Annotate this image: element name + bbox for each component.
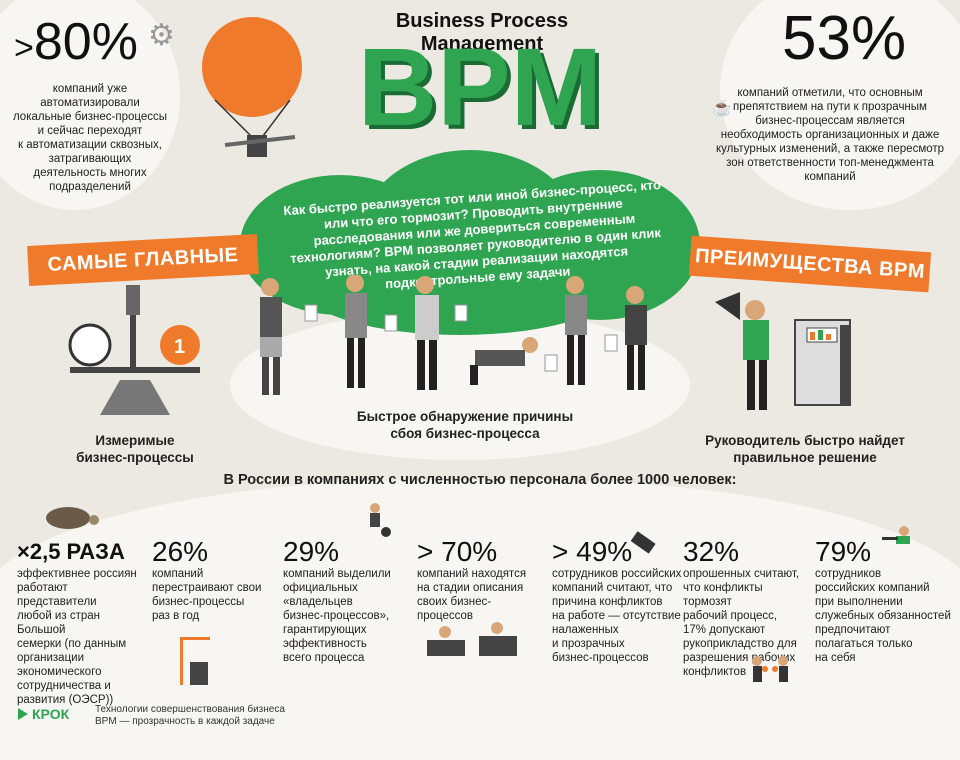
boxers-icon (752, 656, 788, 682)
stat-card-6: 32% опрошенных считают, что конфликты тор… (683, 537, 813, 679)
bottom-cloud (0, 480, 960, 760)
header-title: BPM (357, 26, 603, 149)
stat-text: опрошенных считают, что конфликты тормозя… (683, 568, 800, 678)
stat-card-5: > 49% сотрудников российских компаний счи… (552, 537, 682, 665)
footer-logo: КРОК (18, 706, 69, 722)
croc-logo-icon (18, 708, 28, 720)
footer-line-1: Технологии совершенствования бизнеса (95, 704, 285, 715)
stat-number: ×2,5 РАЗА (17, 539, 125, 564)
stat-text: сотрудников российских компаний считают, … (552, 568, 682, 664)
stat-card-1: ×2,5 РАЗА эффективнее россиян работают пр… (17, 537, 147, 707)
footer-text: Технологии совершенствования бизнеса BPM… (95, 704, 285, 728)
stat-text: компаний выделили официальных «владельцев б… (283, 568, 391, 664)
ribbon-left: САМЫЕ ГЛАВНЫЕ (27, 234, 259, 286)
turtle-icon (46, 507, 99, 529)
balloon-icon (202, 17, 302, 157)
stat-number: > 70% (417, 536, 498, 567)
right-stat-value: 53% (782, 4, 907, 73)
stat-text: компаний находятся на стадии описания свои… (417, 568, 527, 622)
stat-number: > 49% (552, 536, 633, 567)
megaphone-person-icon (715, 292, 851, 410)
stat-number: 79% (815, 536, 872, 567)
stat-card-2: 26% компаний перестраивают свои бизнес-про… (152, 537, 272, 623)
left-stat-text: компаний уже автоматизировали локальные … (12, 83, 168, 193)
right-stat-text: компаний отметили, что основным препятст… (715, 87, 945, 183)
stat-number: 29% (283, 536, 340, 567)
header-subtitle: Business Process Management (395, 10, 569, 55)
caption-left: Измеримые бизнес-процессы (76, 433, 194, 465)
desks-icon (427, 622, 517, 656)
flashlight-icon (630, 531, 656, 554)
stat-text: компаний перестраивают свои бизнес-процесс… (152, 568, 262, 622)
crane-icon (180, 637, 210, 685)
stat-card-3: 29% компаний выделили официальных «владель… (283, 537, 403, 665)
teacup-icon: ☕ (712, 100, 732, 117)
left-stat-value: >80% (14, 14, 138, 76)
superhero-icon (882, 526, 910, 544)
scale-icon: 1 (68, 285, 200, 415)
left-stat-number: 80% (33, 13, 138, 71)
stat-card-4: > 70% компаний находятся на стадии описан… (417, 537, 547, 623)
left-cloud (0, 0, 180, 210)
gear-icon: ⚙ (148, 19, 175, 52)
footer-logo-text: КРОК (32, 706, 70, 722)
person-chair-icon (370, 503, 391, 537)
people-group-icon (260, 275, 647, 395)
stat-number: 32% (683, 536, 740, 567)
stat-text: эффективнее россиян работают представител… (17, 568, 137, 706)
stat-text: сотрудников российских компаний при выполн… (815, 568, 951, 664)
stat-card-7: 79% сотрудников российских компаний при вы… (815, 537, 955, 665)
section-title: В России в компаниях с численностью перс… (223, 472, 737, 488)
caption-right: Руководитель быстро найдет правильное реш… (705, 433, 905, 465)
ribbon-right: ПРЕИМУЩЕСТВА BPM (688, 235, 932, 293)
left-stat-prefix: > (14, 29, 34, 67)
stat-number: 26% (152, 536, 209, 567)
caption-center: Быстрое обнаружение причины сбоя бизнес-п… (356, 409, 574, 441)
right-cloud (720, 0, 960, 210)
footer-line-2: BPM — прозрачность в каждой задаче (95, 716, 275, 727)
svg-text:1: 1 (174, 336, 185, 358)
